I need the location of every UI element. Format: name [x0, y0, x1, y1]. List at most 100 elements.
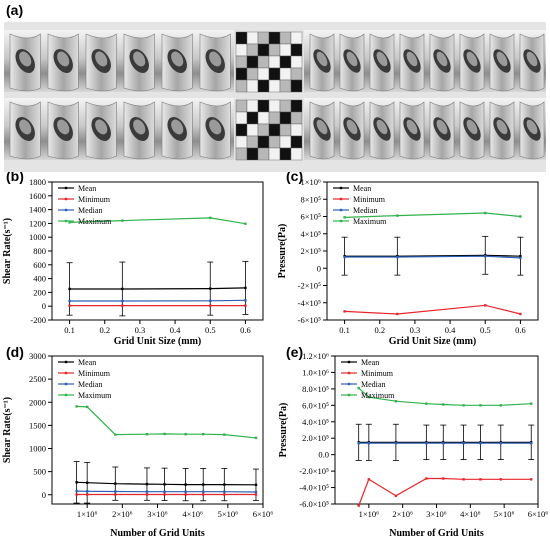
x-axis-label: Grid Unit Size (mm) — [389, 336, 477, 347]
data-point-median — [396, 255, 399, 259]
data-point-median — [499, 441, 502, 445]
kneading-block — [246, 67, 259, 81]
data-point-minimum — [184, 493, 187, 496]
data-point-minimum — [254, 493, 258, 496]
data-point-maximum — [254, 436, 258, 440]
data-point-maximum — [202, 432, 205, 436]
legend-marker — [339, 219, 343, 223]
screw-hole-inner — [19, 119, 32, 135]
data-point-median — [244, 299, 247, 302]
data-point-maximum — [367, 395, 371, 399]
y-tick-label: 2.0×10⁵ — [302, 433, 329, 443]
legend-label: Median — [361, 380, 385, 389]
legend-marker — [64, 186, 68, 190]
x-axis-label: Number of Grid Units — [110, 528, 205, 539]
screw-hole-inner — [466, 51, 478, 67]
legend-label: Minimum — [78, 369, 111, 378]
series-line-minimum — [358, 477, 532, 506]
panel-label-a: (a) — [6, 2, 24, 18]
screw-hole-inner — [496, 51, 508, 67]
kneading-block — [257, 55, 270, 69]
screw-hole-inner — [346, 119, 358, 135]
data-point-minimum — [85, 493, 89, 496]
screw-segment — [4, 30, 234, 92]
y-tick-label: 6.0×10⁵ — [302, 400, 329, 410]
data-point-maximum — [425, 402, 428, 405]
x-tick-label: 0.2 — [374, 325, 385, 335]
screw-hole-inner — [316, 51, 328, 67]
kneading-block — [290, 135, 303, 149]
kneading-block — [235, 79, 248, 93]
data-point-median — [462, 441, 465, 445]
data-point-minimum — [202, 493, 205, 496]
legend-marker — [64, 197, 68, 201]
y-tick-label: 600 — [33, 260, 46, 270]
y-tick-label: -2.0×10⁵ — [299, 466, 329, 476]
legend-label: Mean — [353, 184, 371, 193]
data-point-maximum — [462, 404, 465, 407]
series-line-maximum — [76, 405, 257, 439]
kneading-block — [279, 79, 292, 93]
x-tick-label: 2×10⁶ — [392, 509, 413, 519]
series-line-maximum — [69, 217, 246, 225]
data-point-minimum — [145, 493, 149, 496]
data-point-minimum — [519, 312, 522, 316]
legend-label: Median — [353, 206, 377, 215]
legend-marker — [339, 186, 343, 190]
x-tick-label: 5×10⁶ — [218, 509, 239, 519]
kneading-block — [235, 99, 248, 113]
data-point-minimum — [442, 477, 445, 480]
screw-hole-inner — [436, 51, 448, 67]
y-tick-label: 0 — [42, 490, 46, 500]
data-point-minimum — [114, 493, 117, 496]
legend-marker — [64, 371, 68, 375]
kneading-block — [268, 99, 281, 113]
data-point-minimum — [479, 478, 482, 481]
screw-hole-inner — [19, 51, 32, 67]
series-line-median — [344, 255, 521, 259]
y-tick-label: 400 — [33, 274, 46, 284]
kneading-block — [246, 79, 259, 93]
series-line-median — [69, 299, 246, 302]
data-point-minimum — [425, 477, 428, 480]
kneading-block — [235, 31, 248, 45]
data-point-maximum — [394, 400, 398, 403]
kneading-block — [257, 147, 270, 161]
legend-marker — [64, 208, 68, 212]
kneading-block — [290, 67, 303, 81]
data-point-maximum — [484, 211, 487, 215]
data-point-median — [145, 490, 149, 493]
kneading-block — [279, 135, 292, 149]
x-tick-label: 0.2 — [99, 325, 110, 335]
screw-hole-inner — [346, 51, 358, 67]
screw-hole-inner — [406, 119, 418, 135]
chart-c: -6×10⁵ -4×10⁵ -2×10⁵ 0 2×10⁵ 4×10⁵ 6×10⁵ 8×10⁵ 1… — [277, 177, 539, 347]
x-tick-label: 6×10⁶ — [528, 509, 549, 519]
kneading-block — [290, 123, 303, 137]
kneading-block — [257, 31, 270, 45]
y-tick-label: -6×10⁵ — [298, 315, 321, 325]
x-tick-label: 5×10⁶ — [494, 509, 515, 519]
kneading-block — [257, 99, 270, 113]
y-tick-label: 1500 — [29, 420, 46, 430]
data-point-minimum — [530, 478, 533, 481]
y-tick-label: 0 — [317, 263, 321, 273]
kneading-block — [279, 111, 292, 125]
plot-frame — [51, 355, 264, 505]
x-tick-label: 0.1 — [339, 325, 350, 335]
y-tick-label: 1×10⁶ — [300, 177, 321, 187]
legend-marker — [64, 360, 68, 364]
data-point-median — [484, 254, 487, 258]
legend-marker — [347, 382, 351, 386]
screw-hole-inner — [436, 119, 448, 135]
y-tick-label: -2×10⁵ — [298, 281, 321, 291]
data-point-median — [367, 441, 371, 445]
kneading-block — [235, 135, 248, 149]
screw-segment — [4, 98, 234, 160]
data-point-median — [202, 490, 205, 493]
series-line-mean — [344, 254, 521, 257]
data-point-minimum — [499, 478, 502, 481]
kneading-block — [246, 43, 259, 57]
y-axis-label: Shear Rate(s⁻¹) — [2, 397, 13, 463]
x-tick-label: 0.4 — [445, 325, 456, 335]
